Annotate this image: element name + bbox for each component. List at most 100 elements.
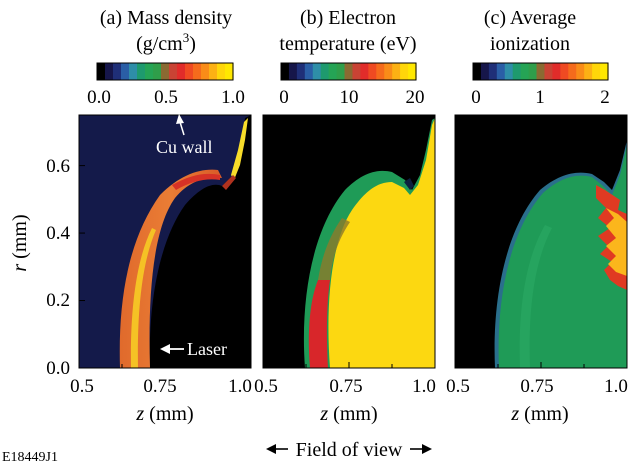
x-tick-label: 1.0 [412, 376, 436, 397]
colorbar-segment [281, 63, 290, 80]
colorbar-segment [512, 63, 522, 80]
colorbar-segment [153, 63, 162, 80]
y-tick-label: 0.0 [46, 358, 70, 379]
panel-c-peak-ionization-region [606, 208, 627, 276]
colorbar-segment [408, 63, 417, 80]
colorbar-a-tick: 1.0 [221, 87, 245, 108]
colorbar-segment [185, 63, 194, 80]
panel-b-electron-temperature-map [262, 114, 436, 369]
colorbar-segment [304, 63, 314, 80]
colorbar-segment [376, 63, 385, 80]
x-axis-label-a: z (mm) [135, 403, 193, 425]
colorbar-segment [97, 63, 106, 80]
colorbar-segment [488, 63, 498, 80]
x-axis-labels: z (mm) z (mm) z (mm) [135, 403, 568, 425]
colorbar-segment [496, 63, 506, 80]
colorbar-segment [105, 63, 114, 80]
colorbar-a-tick: 0.5 [154, 87, 178, 108]
x-tick-labels: 0.5 0.75 1.0 0.5 0.75 1.0 0.5 0.75 1.0 [70, 376, 628, 397]
x-tick-label: 0.75 [143, 376, 176, 397]
colorbar-frame [96, 62, 234, 81]
panel-b-title-line2: temperature (eV) [279, 33, 416, 55]
colorbar-segment [145, 63, 154, 80]
colorbar-segment [520, 63, 530, 80]
colorbar-segment [384, 63, 393, 80]
x-axis-label-b: z (mm) [319, 403, 377, 425]
colorbar-segment [121, 63, 130, 80]
x-tick-label: 1.0 [604, 376, 628, 397]
colorbar-segment [320, 63, 330, 80]
colorbar-c-tick: 2 [600, 87, 610, 108]
colorbar-segment [576, 63, 585, 80]
colorbar-segment [392, 63, 401, 80]
colorbar-tick-labels: 0.0 0.5 1.0 0 10 20 0 1 2 [87, 87, 610, 108]
panel-a-cu-wall-stripe [231, 118, 248, 180]
colorbar-frame [280, 62, 417, 81]
panel-a-title-line2: (g/cm3) [136, 30, 196, 55]
y-tick-label: 0.4 [46, 223, 70, 244]
colorbar-segment [225, 63, 234, 80]
panel-a-wall-edge [222, 175, 236, 190]
colorbar-segment [568, 63, 577, 80]
colorbar-segment [480, 63, 490, 80]
y-tick-label: 0.2 [46, 290, 70, 311]
x-tick-label: 1.0 [228, 376, 252, 397]
panel-b-title-line1: (b) Electron [300, 7, 396, 29]
colorbar-segment [169, 63, 178, 80]
y-axis-label: r (mm) [9, 214, 31, 271]
panel-a-red-ring [172, 173, 220, 190]
x-tick-label: 0.5 [446, 376, 470, 397]
field-of-view-right-arrowhead [422, 444, 432, 454]
panel-c-inner-green [519, 225, 552, 368]
colorbar-electron-temperature [280, 62, 417, 81]
cu-wall-arrow-head [176, 114, 184, 124]
colorbar-segment [344, 63, 354, 80]
colorbar-segment [400, 63, 409, 80]
panel-titles: (a) Mass density (g/cm3) (b) Electron te… [100, 7, 576, 55]
colorbar-b-tick: 10 [340, 87, 359, 108]
colorbar-segment [552, 63, 561, 80]
y-tick-labels: 0.0 0.2 0.4 0.6 [46, 156, 70, 379]
colorbar-mass-density [96, 62, 234, 81]
figure-id: E18449J1 [2, 450, 58, 465]
colorbar-segment [193, 63, 202, 80]
panel-a-title-line1: (a) Mass density [100, 7, 232, 29]
panel-b-transition-band [318, 218, 350, 280]
panel-b-hot-region [328, 118, 435, 368]
cu-wall-label: Cu wall [156, 137, 213, 157]
colorbar-segment [296, 63, 306, 80]
colorbar-segment [288, 63, 298, 80]
panel-b-wall-notch [404, 178, 414, 190]
colorbar-segment [137, 63, 146, 80]
panel-b-red-band [308, 280, 330, 368]
panel-c-title-line2: ionization [490, 33, 570, 55]
laser-label: Laser [187, 339, 227, 359]
x-tick-label: 0.75 [520, 376, 553, 397]
panel-c-title-line1: (c) Average [484, 7, 576, 29]
colorbar-b-tick: 0 [279, 87, 289, 108]
cu-wall-arrow-shaft [179, 121, 185, 136]
x-tick-label: 0.5 [70, 376, 94, 397]
field-of-view-label: Field of view [296, 439, 403, 461]
panel-c-average-ionization-map [454, 114, 628, 369]
colorbar-average-ionization [472, 62, 609, 81]
panel-a-annotations: Cu wall Laser [156, 114, 227, 359]
colorbar-segment [592, 63, 601, 80]
colorbar-segment [536, 63, 546, 80]
x-axis-label-c: z (mm) [510, 403, 568, 425]
colorbar-segment [584, 63, 593, 80]
colorbar-c-tick: 1 [535, 87, 545, 108]
panel-a-dense-core-streak [130, 228, 156, 368]
colorbar-segment [560, 63, 569, 80]
colorbar-segment [129, 63, 138, 80]
colorbar-segment [528, 63, 538, 80]
colorbar-a-tick: 0.0 [87, 87, 111, 108]
colorbar-segment [544, 63, 554, 80]
colorbar-segment [360, 63, 369, 80]
colorbar-segment [504, 63, 514, 80]
colorbar-segment [336, 63, 346, 80]
colorbar-b-tick: 20 [406, 87, 425, 108]
x-tick-label: 0.75 [329, 376, 362, 397]
colorbar-segment [352, 63, 362, 80]
